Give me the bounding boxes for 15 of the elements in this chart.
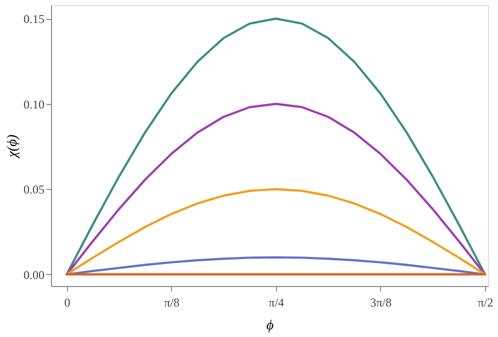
line-series bbox=[66, 102, 486, 276]
line-series bbox=[66, 18, 486, 276]
y-tick-label: 0.00 bbox=[24, 268, 44, 282]
y-axis-title: χ(ϕ) bbox=[6, 134, 20, 160]
x-tick-label: 3π/8 bbox=[370, 296, 392, 310]
x-tick-label: π/2 bbox=[478, 296, 494, 310]
x-tick-label: π/4 bbox=[268, 296, 284, 310]
line-series bbox=[66, 188, 486, 276]
y-tick-label: 0.10 bbox=[24, 97, 44, 112]
x-tick-label: 0 bbox=[64, 296, 70, 310]
x-axis-title: ϕ bbox=[266, 318, 274, 334]
line-series bbox=[66, 256, 486, 276]
y-tick-label: 0.15 bbox=[24, 12, 44, 26]
x-tick-label: π/8 bbox=[164, 296, 180, 310]
y-tick-label: 0.05 bbox=[24, 182, 44, 197]
